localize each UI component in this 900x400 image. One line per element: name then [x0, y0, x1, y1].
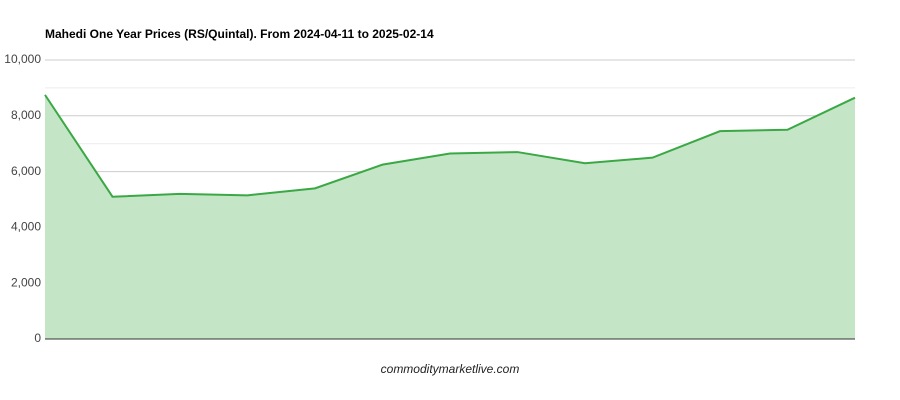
y-tick-label: 2,000 [11, 275, 41, 289]
y-tick-label: 8,000 [11, 108, 41, 122]
y-tick-label: 6,000 [11, 164, 41, 178]
chart-title: Mahedi One Year Prices (RS/Quintal). Fro… [45, 27, 434, 41]
y-tick-label: 0 [34, 331, 41, 345]
line [44, 94, 856, 198]
y-tick-label: 4,000 [11, 220, 41, 234]
source-label: commoditymarketlive.com [381, 362, 520, 376]
y-tick-label: 10,000 [4, 52, 41, 66]
area-fill [45, 94, 855, 339]
